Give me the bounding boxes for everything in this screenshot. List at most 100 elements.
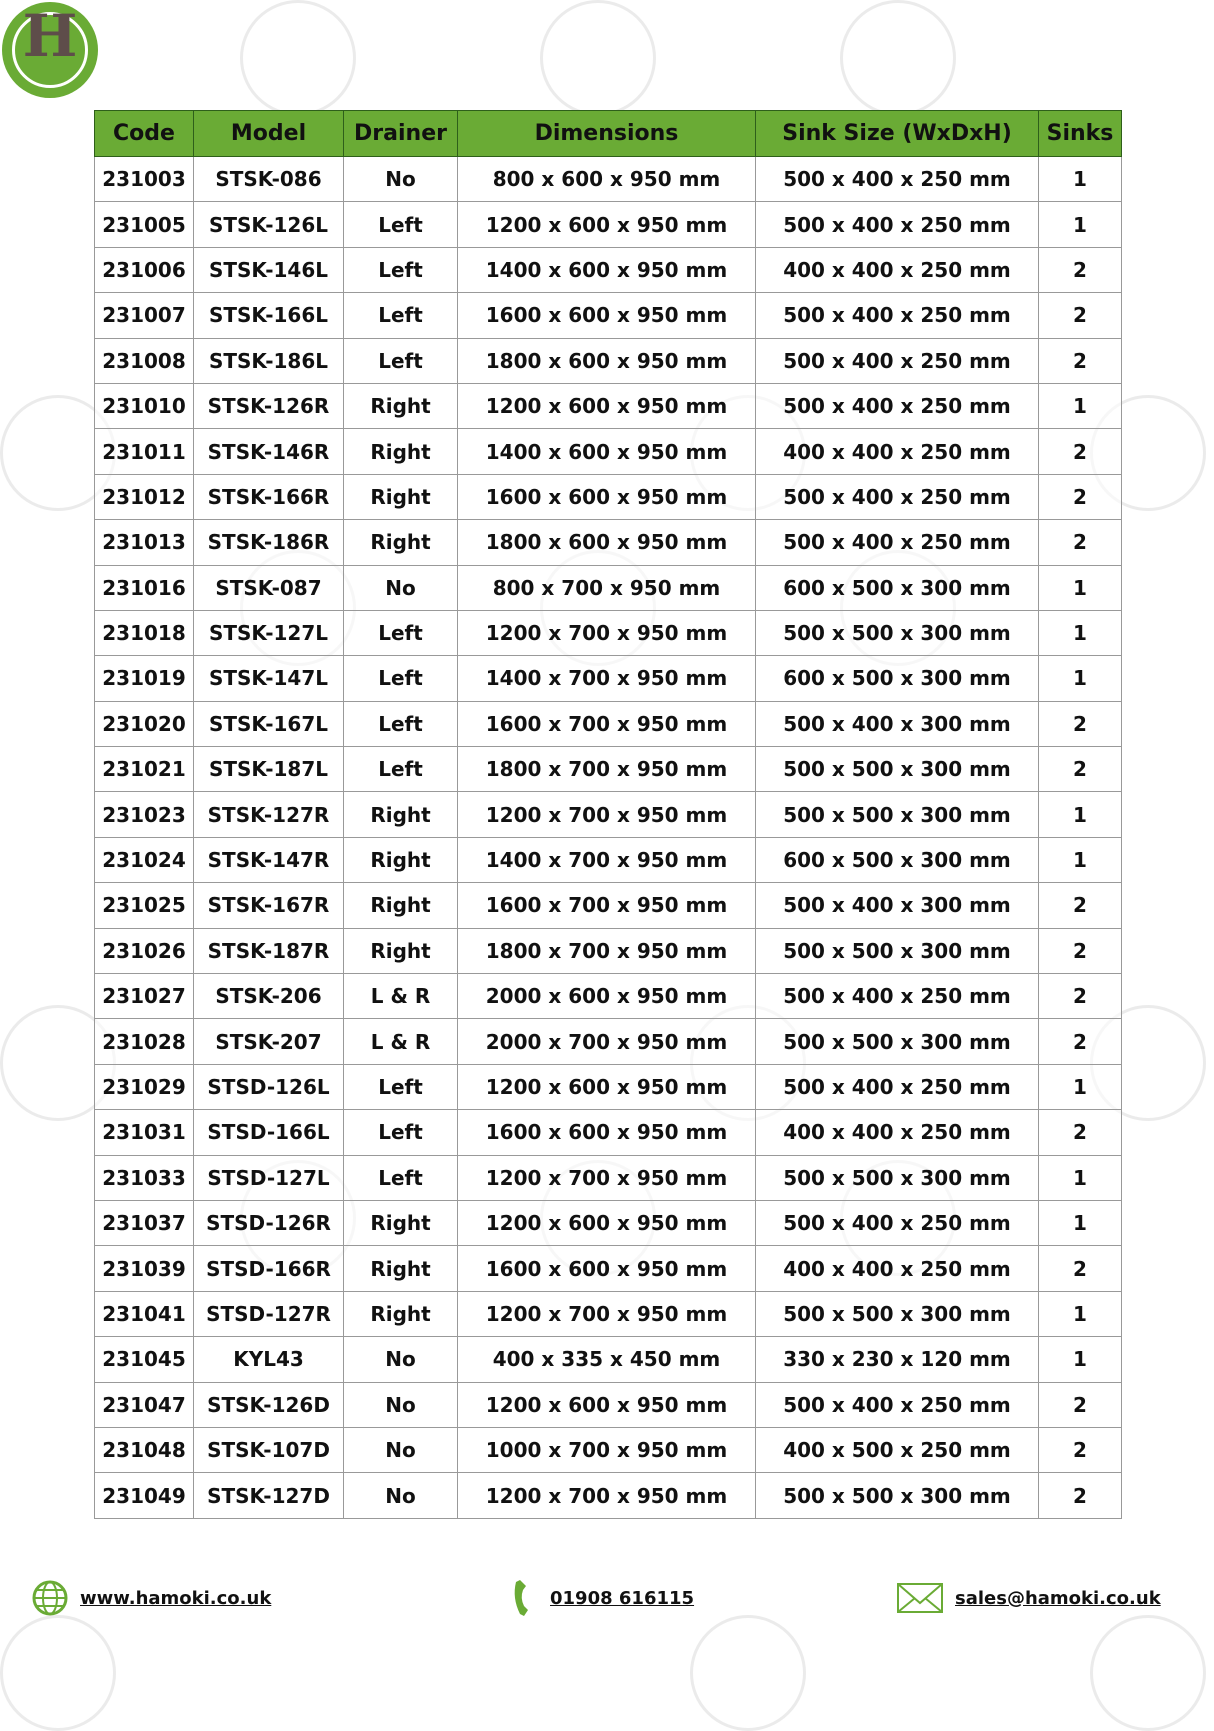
cell-model: STSK-146L	[193, 246, 344, 294]
cell-model: STSK-126D	[193, 1381, 344, 1428]
cell-model: STSK-087	[193, 564, 344, 611]
cell-code: 231048	[94, 1426, 194, 1474]
cell-code: 231025	[94, 882, 194, 929]
cell-sinks: 1	[1038, 382, 1122, 430]
table-row: 231028 STSK-207 L & R 2000 x 700 x 950 mm 50…	[94, 1018, 1122, 1065]
cell-model: STSK-167R	[193, 882, 344, 929]
cell-drainer: Right	[343, 836, 458, 884]
cell-dimensions: 1400 x 600 x 950 mm	[457, 428, 756, 475]
cell-drainer: Left	[343, 746, 458, 793]
column-header-sink-size: Sink Size (WxDxH)	[755, 110, 1039, 157]
table-row: 231048 STSK-107D No 1000 x 700 x 950 mm 400 …	[94, 1426, 1122, 1474]
table-row: 231031 STSD-166L Left 1600 x 600 x 950 mm 40…	[94, 1109, 1122, 1156]
table-row: 231049 STSK-127D No 1200 x 700 x 950 mm 500 …	[94, 1472, 1122, 1519]
watermark-plate-icon	[1090, 1615, 1206, 1731]
cell-sinks: 2	[1038, 519, 1122, 566]
cell-dimensions: 800 x 600 x 950 mm	[457, 155, 756, 203]
cell-sink-size: 500 x 400 x 250 mm	[755, 155, 1039, 203]
cell-dimensions: 1400 x 700 x 950 mm	[457, 836, 756, 884]
cell-model: STSK-126R	[193, 382, 344, 430]
table-row: 231016 STSK-087 No 800 x 700 x 950 mm 600 x …	[94, 564, 1122, 611]
cell-drainer: Left	[343, 337, 458, 384]
cell-dimensions: 1200 x 700 x 950 mm	[457, 1290, 756, 1338]
cell-dimensions: 800 x 700 x 950 mm	[457, 564, 756, 611]
cell-model: STSK-086	[193, 155, 344, 203]
product-table: Code Model Drainer Dimensions Sink Size (WxD…	[94, 110, 1122, 1519]
cell-dimensions: 400 x 335 x 450 mm	[457, 1336, 756, 1383]
cell-drainer: Left	[343, 609, 458, 657]
column-header-code: Code	[94, 110, 194, 157]
cell-sinks: 1	[1038, 609, 1122, 657]
phone-link[interactable]: 01908 616115	[550, 1587, 695, 1609]
cell-code: 231019	[94, 655, 194, 702]
footer-website: www.hamoki.co.uk	[32, 1578, 271, 1618]
cell-sinks: 2	[1038, 428, 1122, 475]
cell-code: 231020	[94, 700, 194, 748]
cell-sinks: 1	[1038, 155, 1122, 203]
cell-sinks: 2	[1038, 746, 1122, 793]
cell-code: 231041	[94, 1290, 194, 1338]
table-row: 231011 STSK-146R Right 1400 x 600 x 950 mm 4…	[94, 428, 1122, 475]
envelope-icon	[897, 1583, 943, 1613]
table-row: 231045 KYL43 No 400 x 335 x 450 mm 330 x 230…	[94, 1336, 1122, 1383]
column-header-sinks: Sinks	[1038, 110, 1122, 157]
cell-code: 231033	[94, 1154, 194, 1201]
cell-drainer: Left	[343, 655, 458, 702]
cell-model: STSK-187R	[193, 927, 344, 975]
table-row: 231012 STSK-166R Right 1600 x 600 x 950 mm 5…	[94, 473, 1122, 521]
cell-code: 231026	[94, 927, 194, 975]
cell-code: 231008	[94, 337, 194, 384]
cell-sinks: 2	[1038, 1245, 1122, 1292]
watermark-plate-icon	[540, 0, 656, 116]
cell-drainer: Right	[343, 1290, 458, 1338]
cell-dimensions: 2000 x 600 x 950 mm	[457, 973, 756, 1020]
table-row: 231010 STSK-126R Right 1200 x 600 x 950 mm 5…	[94, 382, 1122, 430]
cell-dimensions: 1600 x 700 x 950 mm	[457, 700, 756, 748]
cell-drainer: Left	[343, 292, 458, 339]
cell-sink-size: 500 x 400 x 300 mm	[755, 882, 1039, 929]
watermark-plate-icon	[690, 1615, 806, 1731]
cell-sinks: 1	[1038, 1336, 1122, 1383]
email-link[interactable]: sales@hamoki.co.uk	[955, 1587, 1161, 1609]
cell-drainer: L & R	[343, 973, 458, 1020]
cell-sinks: 1	[1038, 655, 1122, 702]
cell-dimensions: 1800 x 700 x 950 mm	[457, 927, 756, 975]
cell-sinks: 2	[1038, 700, 1122, 748]
table-row: 231039 STSD-166R Right 1600 x 600 x 950 mm 4…	[94, 1245, 1122, 1292]
cell-model: STSK-166L	[193, 292, 344, 339]
cell-sink-size: 500 x 400 x 250 mm	[755, 973, 1039, 1020]
table-row: 231027 STSK-206 L & R 2000 x 600 x 950 mm 50…	[94, 973, 1122, 1020]
cell-sinks: 1	[1038, 201, 1122, 248]
cell-code: 231016	[94, 564, 194, 611]
cell-sink-size: 400 x 400 x 250 mm	[755, 1245, 1039, 1292]
cell-sink-size: 500 x 400 x 250 mm	[755, 382, 1039, 430]
cell-code: 231006	[94, 246, 194, 294]
cell-sink-size: 500 x 500 x 300 mm	[755, 1290, 1039, 1338]
cell-sinks: 2	[1038, 473, 1122, 521]
cell-sink-size: 500 x 500 x 300 mm	[755, 609, 1039, 657]
table-row: 231020 STSK-167L Left 1600 x 700 x 950 mm 50…	[94, 700, 1122, 748]
cell-code: 231005	[94, 201, 194, 248]
cell-model: STSK-107D	[193, 1426, 344, 1474]
cell-dimensions: 1200 x 600 x 950 mm	[457, 1381, 756, 1428]
cell-sink-size: 600 x 500 x 300 mm	[755, 564, 1039, 611]
cell-sink-size: 500 x 400 x 250 mm	[755, 337, 1039, 384]
cell-drainer: Left	[343, 201, 458, 248]
table-row: 231005 STSK-126L Left 1200 x 600 x 950 mm 50…	[94, 201, 1122, 248]
cell-model: STSD-127R	[193, 1290, 344, 1338]
cell-dimensions: 1800 x 700 x 950 mm	[457, 746, 756, 793]
cell-model: STSK-186L	[193, 337, 344, 384]
cell-drainer: Right	[343, 473, 458, 521]
cell-drainer: Right	[343, 382, 458, 430]
cell-sink-size: 500 x 400 x 250 mm	[755, 201, 1039, 248]
cell-sink-size: 400 x 400 x 250 mm	[755, 428, 1039, 475]
cell-dimensions: 1600 x 600 x 950 mm	[457, 473, 756, 521]
website-link[interactable]: www.hamoki.co.uk	[80, 1587, 272, 1609]
cell-code: 231003	[94, 155, 194, 203]
cell-sink-size: 500 x 400 x 250 mm	[755, 473, 1039, 521]
phone-icon	[514, 1580, 528, 1616]
cell-drainer: Right	[343, 882, 458, 929]
footer-email: sales@hamoki.co.uk	[897, 1578, 1161, 1618]
column-header-drainer: Drainer	[343, 110, 458, 157]
cell-sink-size: 500 x 400 x 250 mm	[755, 292, 1039, 339]
